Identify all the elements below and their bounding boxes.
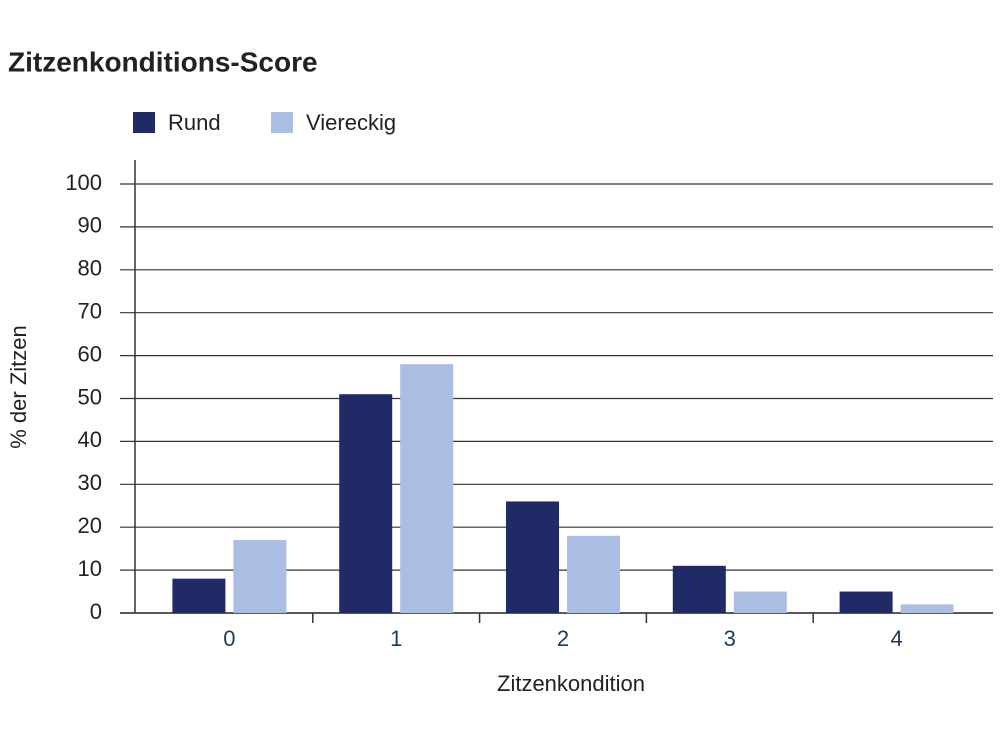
bar [672, 565, 726, 613]
y-tick-label: 70 [78, 299, 102, 324]
chart-title: Zitzenkonditions-Score [8, 46, 318, 77]
y-tick-label: 20 [78, 513, 102, 538]
y-tick-label: 0 [90, 599, 102, 624]
legend-swatch [271, 112, 293, 133]
y-tick-label: 90 [78, 213, 102, 238]
bar [567, 535, 620, 613]
bar [733, 591, 787, 613]
y-tick-label: 40 [78, 427, 102, 452]
bar [339, 394, 393, 613]
x-tick-label: 2 [557, 626, 569, 651]
bar [506, 501, 559, 613]
bar [172, 578, 226, 613]
y-axis-label: % der Zitzen [6, 325, 31, 449]
legend-label: Rund [168, 110, 221, 135]
x-tick-label: 1 [390, 626, 402, 651]
x-tick-label: 3 [724, 626, 736, 651]
bar [900, 604, 954, 613]
bar [839, 591, 893, 613]
y-tick-label: 50 [78, 384, 102, 409]
y-tick-label: 80 [78, 256, 102, 281]
y-tick-label: 60 [78, 341, 102, 366]
bar [400, 364, 454, 613]
x-axis-label: Zitzenkondition [497, 671, 645, 696]
legend-swatch [133, 112, 155, 133]
y-tick-label: 30 [78, 470, 102, 495]
legend-label: Viereckig [306, 110, 396, 135]
x-tick-label: 4 [890, 626, 902, 651]
bar [233, 540, 287, 613]
x-tick-label: 0 [223, 626, 235, 651]
y-tick-label: 10 [78, 556, 102, 581]
y-tick-label: 100 [65, 170, 102, 195]
